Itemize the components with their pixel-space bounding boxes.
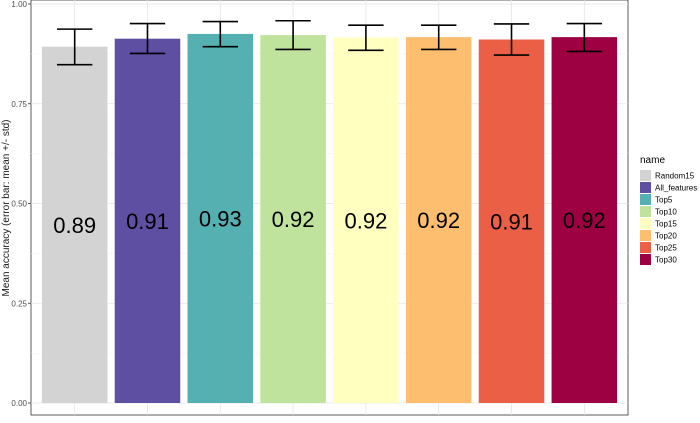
y-axis-label: Mean accuracy (error bar: mean +/- std) — [1, 119, 12, 296]
legend-swatch — [640, 242, 651, 253]
bar-value-label: 0.92 — [563, 208, 606, 233]
bar-top20 — [405, 37, 472, 403]
legend-swatch — [640, 230, 651, 241]
legend-title: name — [640, 155, 665, 166]
y-tick-label: 1.00 — [11, 0, 27, 9]
legend-item-label: Top20 — [655, 232, 677, 241]
legend-item-label: Top10 — [655, 208, 677, 217]
bar-all_features — [114, 38, 181, 403]
bar-value-label: 0.93 — [199, 206, 242, 231]
bar-value-label: 0.92 — [344, 208, 387, 233]
bar-value-label: 0.91 — [490, 209, 533, 234]
legend-swatch — [640, 218, 651, 229]
y-axis: 0.00 0.25 0.50 0.75 1.00 — [11, 0, 31, 408]
legend-swatch — [640, 194, 651, 205]
legend-item-label: Top15 — [655, 220, 677, 229]
bars-group — [41, 33, 618, 404]
bar-value-label: 0.89 — [53, 213, 96, 238]
y-tick-label: 0.00 — [11, 399, 27, 408]
legend-item-label: Top5 — [655, 196, 673, 205]
bar-top5 — [187, 33, 254, 404]
legend-swatch — [640, 182, 651, 193]
legend: name Random15 All_features Top5 Top10 Top15 T… — [640, 155, 697, 265]
bar-top15 — [333, 37, 399, 404]
legend-item-label: Random15 — [655, 172, 695, 181]
bar-random15 — [41, 46, 108, 404]
legend-item-label: Top25 — [655, 244, 677, 253]
bar-value-label: 0.92 — [417, 208, 460, 233]
legend-swatch — [640, 254, 651, 265]
bar-value-labels: 0.89 0.91 0.93 0.92 0.92 0.92 0.91 0.92 — [53, 206, 605, 237]
bar-value-label: 0.92 — [272, 207, 315, 232]
error-bars-group — [56, 19, 603, 66]
y-tick-label: 0.25 — [11, 299, 27, 308]
bar-value-label: 0.91 — [126, 209, 169, 234]
legend-item-label: Top30 — [655, 256, 677, 265]
y-tick-label: 0.50 — [11, 200, 27, 209]
legend-swatch — [640, 170, 651, 181]
bar-top25 — [478, 39, 545, 404]
legend-item-label: All_features — [655, 184, 697, 193]
y-tick-label: 0.75 — [11, 100, 27, 109]
bar-top10 — [260, 35, 326, 403]
legend-swatch — [640, 206, 651, 217]
bar-top30 — [551, 37, 618, 403]
